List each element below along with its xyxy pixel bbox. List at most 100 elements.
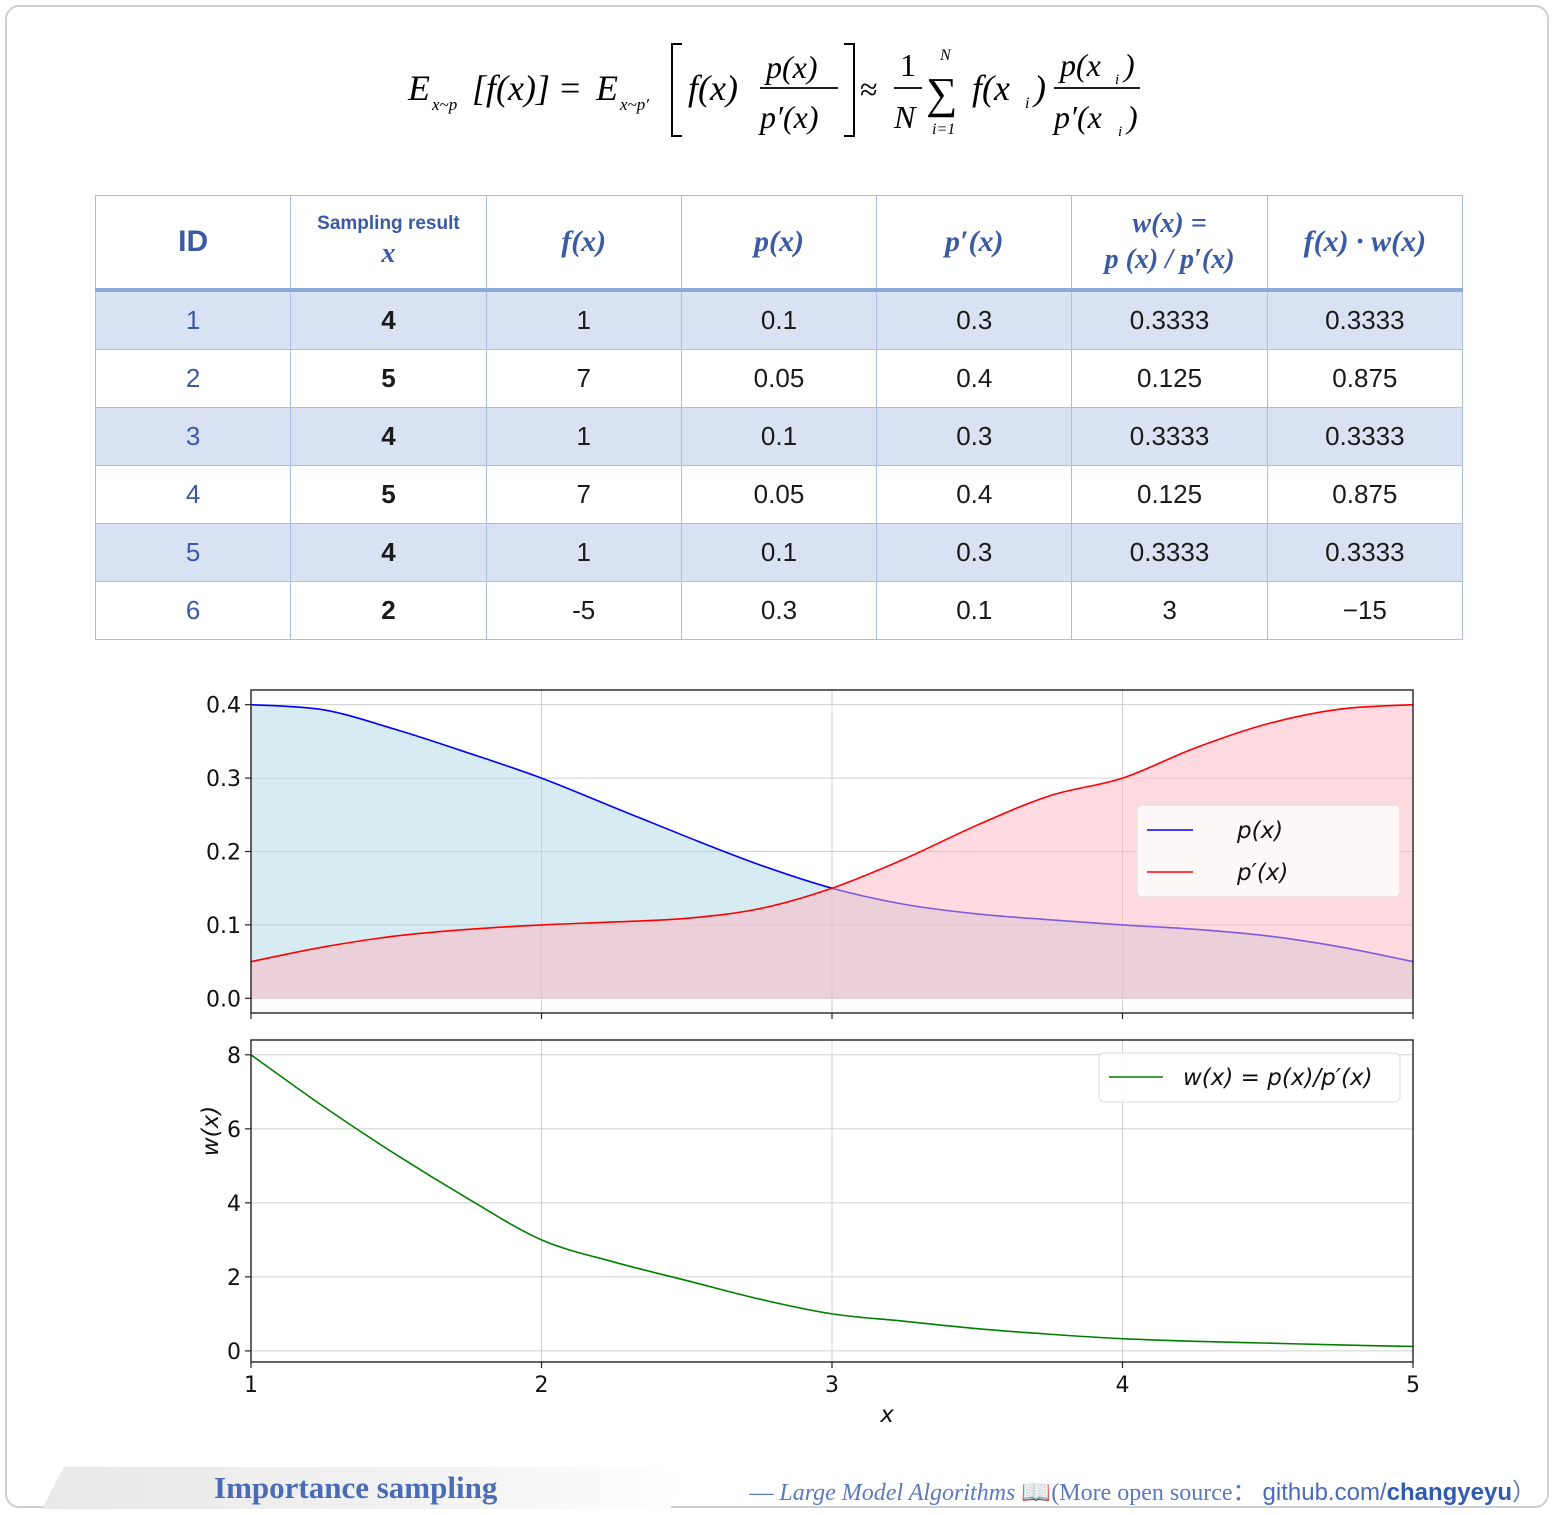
cell-ppx: 0.3 [876, 289, 1073, 350]
weight-ytick-label: 4 [227, 1192, 241, 1217]
cell-w: 0.125 [1071, 465, 1268, 524]
cell-px: 0.05 [680, 465, 878, 524]
cell-fw: 0.3333 [1266, 523, 1464, 582]
weight-xtick-label: 5 [1406, 1373, 1420, 1398]
importance-sampling-formula: E x~p [f(x)] = E x~p′ f(x) p(x) p′(x) ≈ … [0, 30, 1556, 160]
cell-fw: 0.3333 [1266, 289, 1464, 350]
cell-ppx: 0.3 [876, 523, 1073, 582]
cell-fx: 1 [485, 523, 682, 582]
density-ytick-label: 0.4 [206, 694, 241, 719]
github-prefix: github.com/ [1262, 1479, 1387, 1506]
density-ytick-label: 0.1 [206, 914, 241, 939]
footer-book-title: Large Model Algorithms [779, 1480, 1016, 1506]
formula-frac1-den: p′(x) [758, 99, 819, 135]
formula-frac3-num-i: i [1115, 72, 1119, 88]
weight-xtick-label: 2 [535, 1373, 549, 1398]
cell-px: 0.3 [680, 581, 878, 640]
formula-eq: = [560, 68, 580, 108]
formula-approx: ≈ [860, 71, 878, 107]
formula-left-bracket [671, 43, 682, 137]
col-header-fx: f(x) [485, 195, 682, 292]
footer-band [42, 1467, 692, 1509]
col-header-w-top: w(x) = [1132, 208, 1207, 239]
cell-id: 1 [94, 289, 292, 350]
cell-px: 0.05 [680, 349, 878, 408]
formula-fx: f(x) [688, 68, 738, 108]
cell-fx: 1 [485, 407, 682, 466]
cell-w: 0.3333 [1071, 523, 1268, 582]
cell-ppx: 0.4 [876, 349, 1073, 408]
col-header-ppx-label: p′(x) [945, 225, 1004, 258]
cell-fx: 7 [485, 465, 682, 524]
sampling-table: ID Sampling result x f(x) p(x) p′(x) w(x… [94, 195, 1464, 640]
cell-x: 5 [290, 349, 487, 408]
weight-xlabel: x [879, 1402, 894, 1428]
formula-rhs-f-close: ) [1032, 68, 1046, 108]
formula-lhs-arg: [f(x)] [472, 68, 550, 108]
formula-E1: E [407, 68, 430, 108]
formula-N: N [893, 99, 917, 135]
cell-fw: 0.875 [1266, 465, 1464, 524]
density-and-weight-charts: 0.0 0.1 0.2 0.3 0.4 p(x) p′(x) 0 2 4 6 8 1 2 3 4 5 x w(x) w… [198, 689, 1420, 1428]
table-row: 6 2 -5 0.3 0.1 3 −15 [94, 581, 1464, 640]
density-ytick-label: 0.2 [206, 841, 241, 866]
github-user: changyeyu [1386, 1479, 1512, 1506]
cell-w: 0.3333 [1071, 289, 1268, 350]
formula-sum: ∑ [926, 69, 957, 118]
footer-dash: — [749, 1480, 780, 1506]
cell-id: 6 [94, 581, 292, 640]
cell-fx: -5 [485, 581, 682, 640]
weight-ytick-label: 6 [227, 1118, 241, 1143]
formula-frac3-den-i: i [1118, 124, 1122, 140]
cell-id: 2 [94, 349, 292, 408]
cell-id: 3 [94, 407, 292, 466]
density-ytick-label: 0.0 [206, 987, 241, 1012]
weight-series-line-0 [250, 1054, 1414, 1348]
formula-rhs-f: f(x [972, 68, 1010, 108]
col-header-px-label: p(x) [753, 225, 804, 258]
formula-frac3-den: p′(x [1052, 99, 1102, 135]
cell-fw: 0.3333 [1266, 407, 1464, 466]
col-header-sampling-label: Sampling result [317, 213, 460, 234]
cell-id: 5 [94, 523, 292, 582]
cell-px: 0.1 [680, 407, 878, 466]
cell-ppx: 0.3 [876, 407, 1073, 466]
formula-E2: E [595, 68, 618, 108]
cell-px: 0.1 [680, 289, 878, 350]
formula-frac1-num: p(x) [764, 49, 818, 85]
cell-x: 4 [290, 523, 487, 582]
weight-xtick-label: 3 [825, 1373, 839, 1398]
table-row: 3 4 1 0.1 0.3 0.3333 0.3333 [94, 407, 1464, 466]
table-row: 1 4 1 0.1 0.3 0.3333 0.3333 [94, 289, 1464, 350]
cell-fw: −15 [1266, 581, 1464, 640]
cell-x: 4 [290, 289, 487, 350]
weight-ytick-label: 8 [227, 1044, 241, 1069]
col-header-sampling-x: x [381, 238, 396, 269]
formula-right-bracket [844, 43, 855, 137]
weight-ytick-label: 0 [227, 1340, 241, 1365]
density-legend-label-1: p′(x) [1236, 860, 1288, 886]
weight-ytick-label: 2 [227, 1266, 241, 1291]
book-icon: 📖 [1021, 1480, 1052, 1506]
col-header-id: ID [94, 195, 292, 292]
github-link[interactable]: github.com/changyeyu [1263, 1479, 1512, 1506]
formula-sum-bottom: i=1 [932, 121, 955, 138]
weight-xtick-label: 1 [244, 1373, 258, 1398]
cell-x: 4 [290, 407, 487, 466]
weight-xtick-label: 4 [1116, 1373, 1130, 1398]
col-header-sampling: Sampling result x [290, 195, 487, 292]
col-header-fw-label: f(x) · w(x) [1303, 225, 1427, 258]
col-header-fx-label: f(x) [561, 225, 607, 258]
formula-sum-top: N [939, 47, 952, 64]
density-legend-box [1136, 804, 1401, 898]
cell-fw: 0.875 [1266, 349, 1464, 408]
formula-frac3-num: p(x [1058, 47, 1101, 83]
col-header-w-bottom: p (x) / p′(x) [1104, 244, 1235, 275]
col-header-fw: f(x) · w(x) [1266, 195, 1464, 292]
table-header-row: ID Sampling result x f(x) p(x) p′(x) w(x… [94, 195, 1464, 292]
cell-fx: 7 [485, 349, 682, 408]
formula-one: 1 [900, 47, 916, 83]
formula-frac3-num-close: ) [1122, 47, 1135, 83]
weight-legend-box [1098, 1052, 1401, 1103]
density-ytick-label: 0.3 [206, 767, 241, 792]
